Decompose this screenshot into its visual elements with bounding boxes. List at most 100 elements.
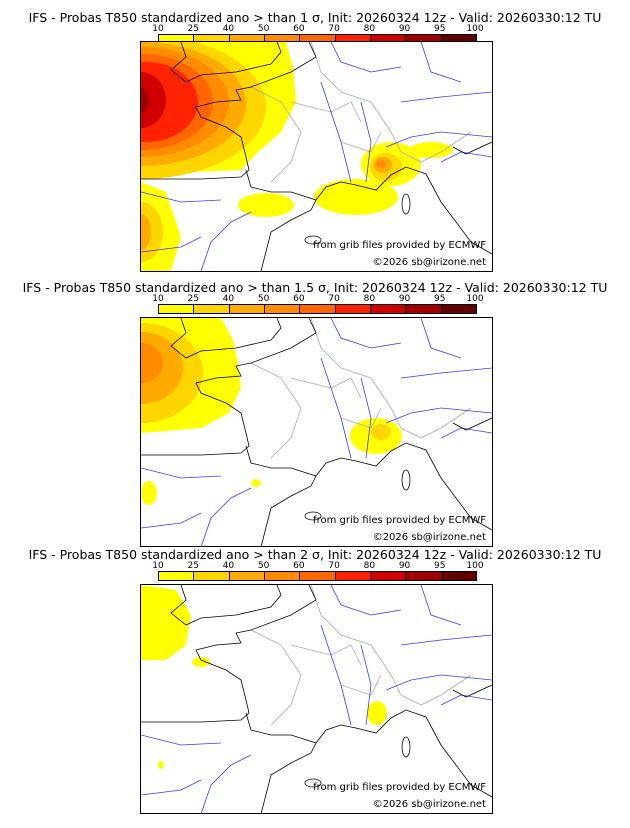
- probability-area: [314, 179, 398, 215]
- probability-area: [367, 701, 387, 725]
- corsica-coastline: [401, 469, 411, 491]
- border-line: [340, 407, 382, 429]
- colorbar-segment: [264, 572, 301, 580]
- colorbar-segment: [159, 35, 195, 43]
- map-title: IFS - Probas T850 standardized ano > tha…: [28, 547, 602, 562]
- coastline: [315, 166, 492, 255]
- colorbar-tick-label: 80: [363, 294, 376, 304]
- map-title: IFS - Probas T850 standardized ano > tha…: [22, 280, 608, 295]
- colorbar-ticks: 10 25 40 50 60 70 80 90 95 100: [152, 561, 483, 571]
- colorbar-tick-label: 95: [434, 561, 446, 571]
- colorbar-segment: [300, 572, 336, 580]
- probability-area: [141, 585, 191, 660]
- coastline: [141, 318, 317, 456]
- probability-area: [376, 160, 386, 168]
- river-line: [320, 81, 352, 183]
- river-line: [141, 512, 202, 529]
- colorbar-segment: [370, 572, 407, 580]
- border-line: [250, 86, 302, 183]
- colorbar-segment: [335, 572, 371, 580]
- map-title: IFS - Probas T850 standardized ano > tha…: [28, 10, 602, 25]
- colorbar-segment: [441, 35, 476, 43]
- river-line: [385, 407, 492, 424]
- colorbar-segment: [300, 35, 336, 43]
- border-line: [250, 629, 302, 726]
- border-line: [310, 42, 402, 153]
- colorbar-ticks: 10 25 40 50 60 70 80 90 95 100: [152, 24, 483, 34]
- river-line: [330, 585, 402, 616]
- river-line: [141, 236, 202, 253]
- source-credit: from grib files provided by ECMWF: [313, 515, 486, 526]
- colorbar: [158, 304, 477, 314]
- border-line: [400, 407, 472, 439]
- border-line: [310, 318, 402, 429]
- colorbar-segment: [335, 305, 371, 313]
- colorbar-segment: [194, 572, 230, 580]
- probability-area: [141, 72, 166, 128]
- coastline: [245, 712, 317, 814]
- coastline: [141, 585, 317, 723]
- colorbar-tick-label: 80: [363, 561, 376, 571]
- map-canvas: [141, 318, 492, 547]
- balearic-coastline: [304, 235, 322, 245]
- river-line: [385, 131, 492, 148]
- coastline: [170, 42, 282, 83]
- river-line: [360, 101, 372, 183]
- river-line: [400, 634, 492, 646]
- colorbar-tick-label: 25: [187, 24, 199, 34]
- probability-area: [158, 761, 164, 769]
- colorbar-tick-label: 60: [293, 561, 305, 571]
- river-line: [420, 42, 462, 83]
- map-panel-1.5-sigma: IFS - Probas T850 standardized ano > tha…: [0, 270, 630, 547]
- colorbar-tick-label: 40: [222, 24, 235, 34]
- border-line: [400, 674, 472, 706]
- river-line: [141, 467, 222, 479]
- colorbar-tick-label: 100: [466, 24, 484, 34]
- colorbar-tick-label: 60: [293, 24, 305, 34]
- river-line: [200, 487, 252, 547]
- colorbar-segment: [264, 35, 301, 43]
- river-line: [440, 694, 492, 706]
- colorbar-tick-label: 90: [398, 24, 411, 34]
- copyright-credit: ©2026 sb@irizone.net: [372, 799, 486, 810]
- coastline: [452, 417, 492, 431]
- probability-area: [251, 479, 261, 487]
- river-line: [400, 91, 492, 103]
- map-panel-1-sigma: IFS - Probas T850 standardized ano > tha…: [0, 0, 630, 272]
- probability-map: from grib files provided by ECMWF ©2026 …: [140, 584, 493, 814]
- colorbar-tick-label: 25: [187, 561, 199, 571]
- copyright-credit: ©2026 sb@irizone.net: [372, 257, 486, 268]
- coastline: [452, 684, 492, 698]
- colorbar-tick-label: 25: [187, 294, 199, 304]
- map-panel-2-sigma: IFS - Probas T850 standardized ano > tha…: [0, 537, 630, 814]
- river-line: [141, 779, 202, 796]
- river-line: [360, 377, 372, 459]
- colorbar-tick-label: 95: [434, 24, 446, 34]
- river-line: [330, 42, 402, 73]
- colorbar-tick-label: 90: [398, 561, 411, 571]
- probability-area: [141, 214, 151, 250]
- probability-area: [141, 88, 149, 112]
- colorbar-tick-label: 80: [363, 24, 376, 34]
- colorbar-segment: [406, 305, 442, 313]
- border-line: [290, 377, 362, 399]
- colorbar: [158, 571, 477, 581]
- colorbar-tick-label: 100: [466, 294, 484, 304]
- colorbar-tick-label: 50: [257, 294, 270, 304]
- border-line: [290, 644, 362, 666]
- colorbar-segment: [229, 35, 265, 43]
- colorbar-tick-label: 50: [257, 561, 270, 571]
- colorbar-segment: [264, 305, 301, 313]
- coastline: [141, 42, 317, 180]
- colorbar-tick-label: 40: [222, 561, 235, 571]
- probability-area: [371, 424, 391, 440]
- probability-map: from grib files provided by ECMWF ©2026 …: [140, 41, 493, 272]
- colorbar-segment: [159, 305, 195, 313]
- colorbar-tick-label: 50: [257, 24, 270, 34]
- map-canvas: [141, 42, 492, 271]
- coastline: [245, 169, 317, 271]
- river-line: [320, 357, 352, 459]
- colorbar-segment: [406, 572, 442, 580]
- border-line: [340, 131, 382, 153]
- river-line: [200, 211, 252, 271]
